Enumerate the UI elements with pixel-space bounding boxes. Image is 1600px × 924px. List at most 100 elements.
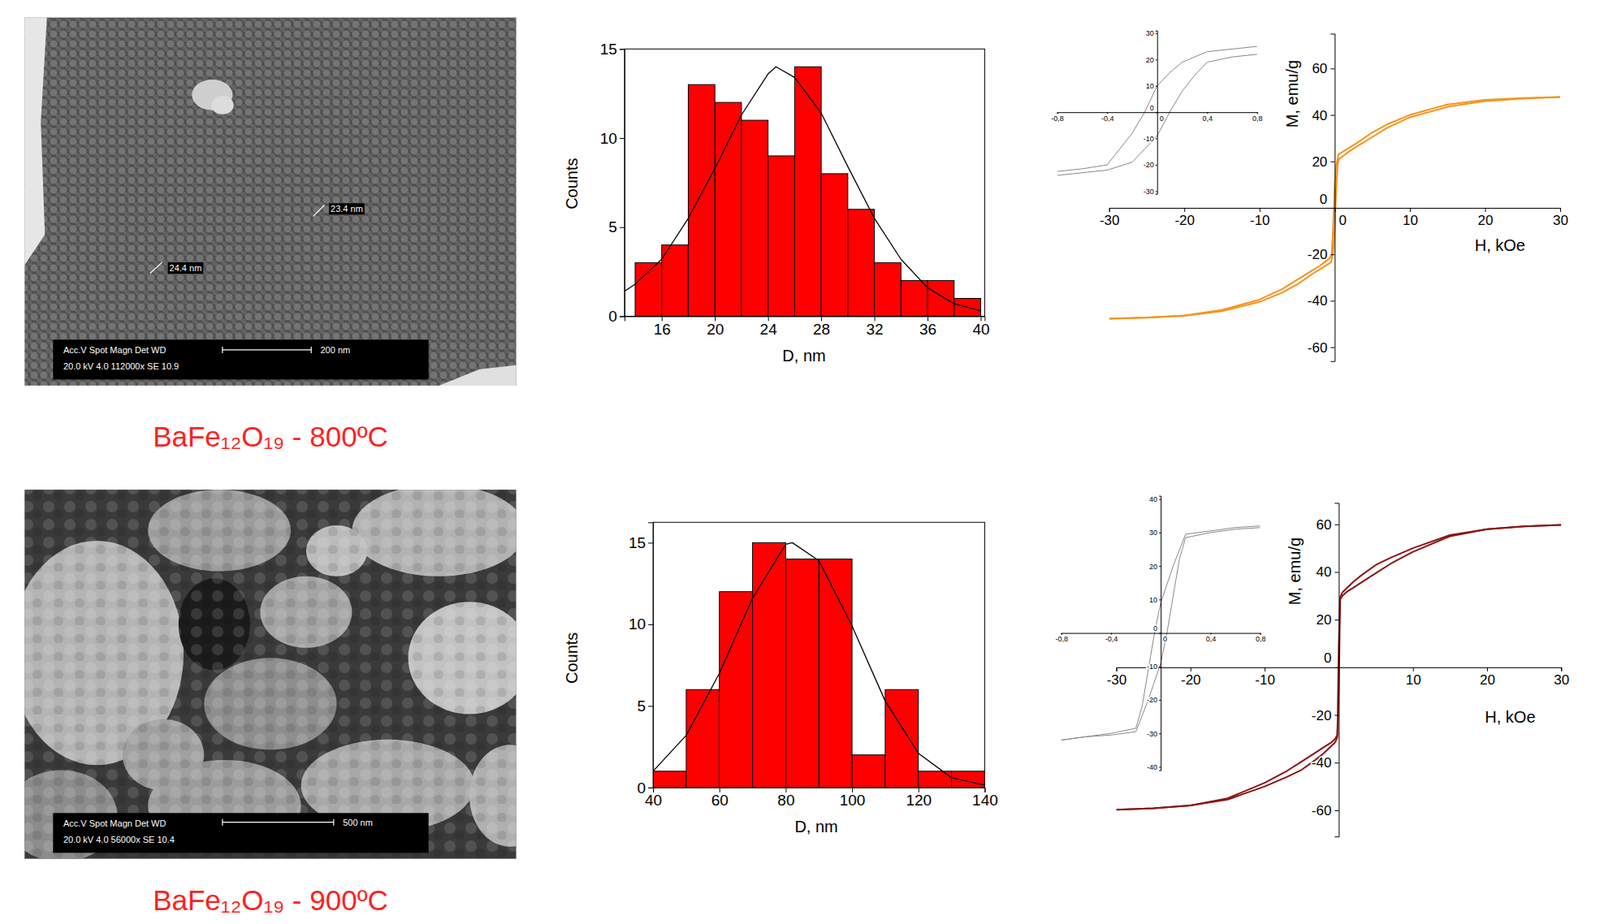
tick-label: 36 xyxy=(919,320,937,338)
tick-mark xyxy=(1264,667,1266,672)
tick: 80 xyxy=(777,787,795,809)
tick: 60 xyxy=(1315,517,1339,533)
curve xyxy=(1057,46,1258,172)
tick-mark xyxy=(1158,532,1161,534)
tick-label: 0 xyxy=(1153,624,1158,633)
tick-mark xyxy=(1158,766,1161,768)
axis-title: D, nm xyxy=(782,346,826,365)
bar xyxy=(927,281,955,317)
scale-bar xyxy=(222,349,312,351)
tick-label: 140 xyxy=(972,791,999,809)
tick: 20 xyxy=(1477,207,1493,229)
tick-mark xyxy=(1409,207,1411,212)
tick: 5 xyxy=(608,218,625,236)
tick: -40 xyxy=(1146,763,1161,772)
scale-bar-label: 500 nm xyxy=(342,817,373,828)
tick-label: 10 xyxy=(1145,82,1155,91)
axis: -30-20-10102030 xyxy=(1107,667,1570,688)
tick: -20 xyxy=(1180,667,1202,688)
tick-label: 60 xyxy=(711,791,729,809)
tick: 0,8 xyxy=(1255,633,1267,644)
tick-label: 20 xyxy=(706,320,724,338)
tick-label: 80 xyxy=(777,791,795,809)
tick: 20 xyxy=(1479,667,1496,688)
scale-bar-end xyxy=(332,819,334,826)
tick: 40 xyxy=(972,315,990,338)
axis: -60-40-200204060 xyxy=(1307,34,1336,362)
tick: 0 xyxy=(608,307,625,325)
tick: 0 xyxy=(1157,112,1164,122)
tick-mark xyxy=(1334,667,1339,669)
tick: 0 xyxy=(1335,207,1347,229)
scale-bar-end xyxy=(221,819,223,826)
tick: 0 xyxy=(1153,624,1161,634)
tick: 0 xyxy=(1161,633,1168,644)
tick-mark xyxy=(1330,161,1335,163)
tick-label: 5 xyxy=(637,697,647,715)
tick-label: 100 xyxy=(839,791,866,809)
bar xyxy=(785,558,819,788)
histogram-panel: 16202428323640051015D, nmCounts xyxy=(562,40,990,365)
info-bar xyxy=(52,812,429,853)
tick-label: -30 xyxy=(1099,212,1120,229)
axis-line xyxy=(1155,30,1159,195)
tick-label: 0 xyxy=(1150,103,1155,113)
tick-label: 40 xyxy=(644,791,662,809)
caption: BaFe₁₂O₁₉ - 900ºC xyxy=(152,884,389,917)
tick-mark xyxy=(1155,33,1158,35)
tick-label: 28 xyxy=(812,320,831,338)
axis: 406080100120140 xyxy=(644,787,999,809)
tick-label: 0 xyxy=(1319,191,1328,208)
tick-label: -0,8 xyxy=(1055,635,1069,644)
axis-title: H, kOe xyxy=(1474,236,1526,255)
tick-label: -20 xyxy=(1143,160,1155,169)
tick-label: -60 xyxy=(1311,803,1332,819)
tick: 0 xyxy=(1150,103,1158,113)
tick-label: 30 xyxy=(1552,212,1569,229)
tick-label: -20 xyxy=(1307,246,1328,263)
tick-label: 15 xyxy=(600,40,618,58)
axis: -40-30-20-10010203040 xyxy=(1146,495,1162,772)
tick-label: -0,4 xyxy=(1101,114,1115,123)
tick-mark xyxy=(619,315,625,317)
curve xyxy=(1057,54,1258,176)
tick-mark xyxy=(1561,667,1562,672)
axis-title: M, emu/g xyxy=(1285,537,1304,606)
bar xyxy=(741,120,769,316)
tick: -60 xyxy=(1311,803,1340,819)
plot-marks xyxy=(652,542,985,788)
micrograph-panel: Acc.V Spot Magn Det WD20.0 kV 4.0 112000… xyxy=(24,17,517,386)
tick-mark xyxy=(1330,254,1335,256)
tick-mark xyxy=(1155,86,1158,87)
measure-line xyxy=(150,262,163,274)
tick: -20 xyxy=(1311,708,1340,724)
tick: -0,8 xyxy=(1055,633,1069,644)
tick-label: -10 xyxy=(1143,134,1155,143)
tick-label: 0 xyxy=(1163,635,1168,644)
tick-label: 10 xyxy=(1402,212,1419,229)
scale-bar-end xyxy=(311,346,312,354)
axis: -60-40-200204060 xyxy=(1311,503,1340,838)
curve xyxy=(652,542,985,786)
tick-label: -60 xyxy=(1307,340,1328,356)
particle xyxy=(211,95,234,115)
tick-mark xyxy=(1560,207,1562,212)
hysteresis-panel: -30-20-100102030-60-40-200204060H, kOeM,… xyxy=(1099,34,1569,362)
tick-mark xyxy=(1484,207,1486,212)
micrograph-ground xyxy=(24,489,517,860)
tick-label: 20 xyxy=(1315,612,1332,628)
axis-title: M, emu/g xyxy=(1283,60,1302,128)
tick-label: 30 xyxy=(1145,29,1155,38)
axis: 16202428323640 xyxy=(624,315,990,338)
bar xyxy=(794,66,822,316)
inset-panel: -0,8-0,400,40,8-30-20-100102030 xyxy=(1050,29,1263,196)
tick: 10 xyxy=(1402,207,1419,229)
tick-label: -0,4 xyxy=(1105,635,1119,644)
tick-label: 0,8 xyxy=(1255,635,1267,644)
info-header: Acc.V Spot Magn Det WD xyxy=(63,818,167,829)
tick: -40 xyxy=(1307,293,1336,309)
info-values: 20.0 kV 4.0 56000x SE 10.4 xyxy=(63,834,175,845)
tick: 28 xyxy=(812,315,831,338)
bar xyxy=(851,755,886,788)
tick: 5 xyxy=(637,697,654,715)
